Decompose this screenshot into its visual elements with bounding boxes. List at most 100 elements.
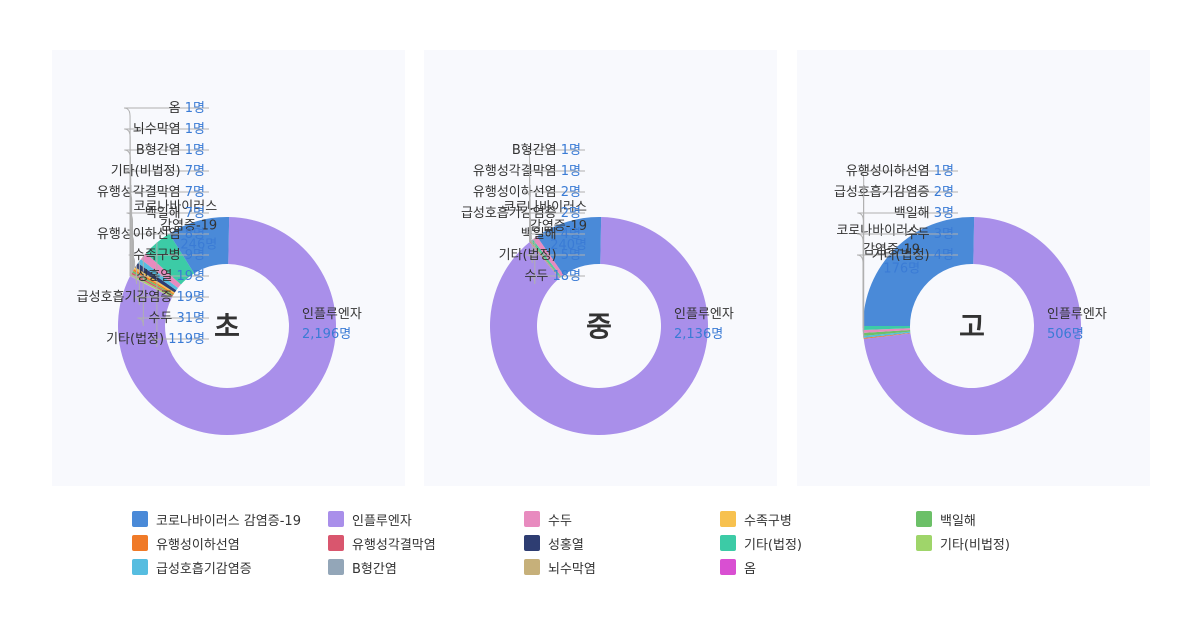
slice-1[interactable] [118,217,336,435]
leader-line [528,237,585,285]
slice-12[interactable] [130,275,172,298]
center-label: 초 [214,310,240,343]
legend-item-3[interactable]: 수족구병 [720,509,792,529]
legend-item-8[interactable]: 기타(법정) [720,533,802,553]
slice-8[interactable] [531,239,562,278]
leader-line [523,149,585,242]
slice-5[interactable] [863,332,911,339]
legend-swatch [132,511,148,527]
slice-7[interactable] [135,263,177,293]
slice-0[interactable] [536,217,602,276]
slice-1[interactable] [863,217,1081,436]
data-label-2: 수두 18명 [524,269,581,284]
legend-swatch [524,511,540,527]
legend-label: 코로나바이러스 감염증-19 [156,513,301,529]
legend-swatch [524,559,540,575]
slice-4[interactable] [530,240,561,278]
data-label-influenza-value: 506명 [1047,327,1084,342]
legend-label: 기타(법정) [744,537,802,553]
slice-6[interactable] [529,241,560,279]
legend-swatch [132,535,148,551]
chart-panel-middle: 중 인플루엔자 2,136명 코로나바이러스 감염증-19 240명 수두 18명 기타(법… [424,50,777,486]
data-label-covid-name-2: 감염증-19 [530,219,587,234]
legend-label: 성홍열 [548,537,584,553]
data-label-influenza-name: 인플루엔자 [1047,307,1107,322]
data-label-11: B형간염 1명 [136,143,205,158]
legend-label: 수두 [548,513,572,529]
data-label-12: 뇌수막염 1명 [133,122,205,137]
legend-label: 백일해 [940,513,976,529]
slice-0[interactable] [863,217,975,327]
legend-item-4[interactable]: 백일해 [916,509,976,529]
slice-6[interactable] [131,272,173,297]
data-label-covid-value: 176명 [883,262,920,277]
legend-label: 기타(비법정) [940,537,1010,553]
legend-item-7[interactable]: 성홍열 [524,533,584,553]
slice-9[interactable] [130,274,173,298]
slice-13[interactable] [129,276,172,298]
slice-8[interactable] [863,326,911,330]
legend-label: 유행성각결막염 [352,537,436,553]
slice-10[interactable] [137,259,178,291]
slice-2[interactable] [140,253,181,289]
legend-swatch [328,535,344,551]
legend-item-12[interactable]: 뇌수막염 [524,557,596,577]
data-label-4: 백일해 3명 [894,206,954,221]
legend-swatch [720,559,736,575]
leader-line [137,256,209,327]
data-label-6: 유행성각결막염 7명 [97,184,205,200]
slice-3[interactable] [134,267,175,294]
data-label-covid-name-1: 코로나바이러스 [503,200,587,215]
data-label-covid-name-2: 감염증-19 [160,218,217,233]
legend-item-0[interactable]: 코로나바이러스 감염증-19 [132,509,301,529]
data-label-10: 급성호흡기감염증 2명 [461,206,581,221]
slice-10[interactable] [863,331,911,338]
slice-2[interactable] [532,236,564,277]
legend-item-6[interactable]: 유행성각결막염 [328,533,436,553]
data-label-5: 유행성이하선염 1명 [846,163,954,179]
leader-line [130,265,209,285]
slice-11[interactable] [130,275,173,298]
leader-line [150,242,209,348]
slice-11[interactable] [529,241,560,279]
legend-swatch [720,511,736,527]
slice-4[interactable] [863,329,911,336]
legend-swatch [328,511,344,527]
legend-swatch [720,535,736,551]
legend-item-11[interactable]: B형간염 [328,557,397,577]
legend-swatch [916,535,932,551]
legend-swatch [916,511,932,527]
legend-label: 급성호흡기감염증 [156,561,252,577]
data-label-4: 백일해 7명 [145,206,205,221]
slice-0[interactable] [169,217,230,274]
leader-line [133,261,209,306]
data-label-13: 옴 1명 [169,101,205,116]
legend-item-13[interactable]: 옴 [720,557,756,577]
center-label: 고 [959,310,985,343]
data-label-10: 급성호흡기감염증 2명 [834,185,954,200]
legend-item-2[interactable]: 수두 [524,509,572,529]
data-label-influenza-name: 인플루엔자 [674,307,734,322]
leader-line [124,107,209,277]
slice-5[interactable] [529,241,560,279]
slice-2[interactable] [863,328,911,333]
legend-swatch [132,559,148,575]
legend-item-5[interactable]: 유행성이하선염 [132,533,240,553]
legend-item-9[interactable]: 기타(비법정) [916,533,1010,553]
slice-10[interactable] [530,240,561,278]
legend-item-1[interactable]: 인플루엔자 [328,509,412,529]
data-label-3: 수족구병 9명 [133,248,205,263]
data-label-covid-value: 246명 [180,237,217,252]
slice-8[interactable] [145,233,195,285]
data-label-5: 유행성이하선염 2명 [473,184,581,200]
data-label-covid-value: 240명 [550,238,587,253]
data-label-8: 기타(법정) 4명 [872,248,954,263]
slice-4[interactable] [132,270,174,296]
chart-panel-high: 고 인플루엔자 506명 코로나바이러스 감염증-19 176명 기타(법정) 4명 수두 … [797,50,1150,486]
legend-item-10[interactable]: 급성호흡기감염증 [132,557,252,577]
slice-1[interactable] [490,217,708,435]
legend-label: B형간염 [352,561,397,577]
